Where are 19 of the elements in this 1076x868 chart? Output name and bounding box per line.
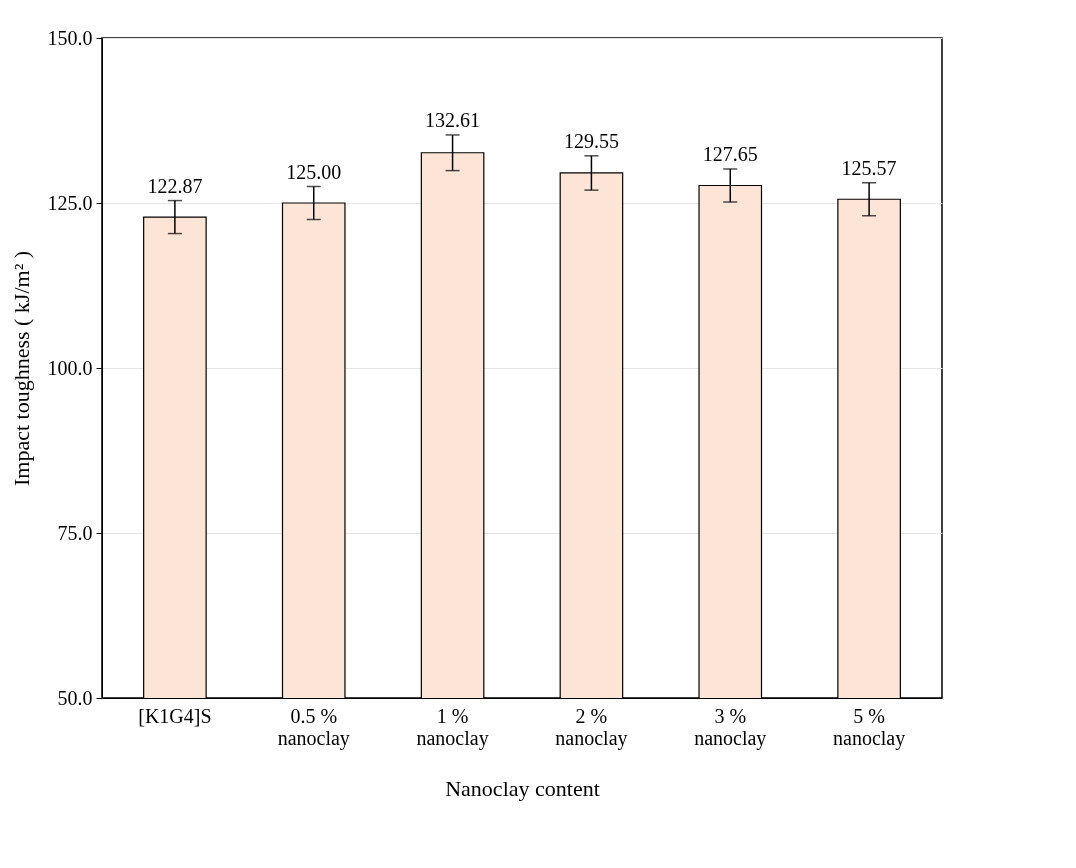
y-tick-label: 75.0 <box>57 521 93 544</box>
y-tick-label: 50.0 <box>57 686 93 709</box>
y-tick-label: 150.0 <box>47 26 93 49</box>
data-label: 125.00 <box>286 160 342 183</box>
x-tick-label: [K1G4]S <box>138 704 212 727</box>
data-label: 129.55 <box>563 129 619 152</box>
y-tick-label: 100.0 <box>47 356 93 379</box>
y-axis-title: Impact toughness ( kJ/m² ) <box>8 250 34 487</box>
y-tick-label: 125.0 <box>47 191 93 214</box>
data-label: 125.57 <box>841 156 897 179</box>
x-tick-label: 1 % nanoclay <box>416 704 489 750</box>
x-tick-label: 5 % nanoclay <box>833 704 906 750</box>
x-tick-label: 2 % nanoclay <box>555 704 628 750</box>
data-label: 122.87 <box>147 174 203 197</box>
data-label: 127.65 <box>702 143 758 166</box>
x-axis-title: Nanoclay content <box>445 775 600 801</box>
x-tick-label: 3 % nanoclay <box>694 704 767 750</box>
x-tick-label: 0.5 % nanoclay <box>277 704 350 750</box>
data-label: 132.61 <box>425 108 481 131</box>
